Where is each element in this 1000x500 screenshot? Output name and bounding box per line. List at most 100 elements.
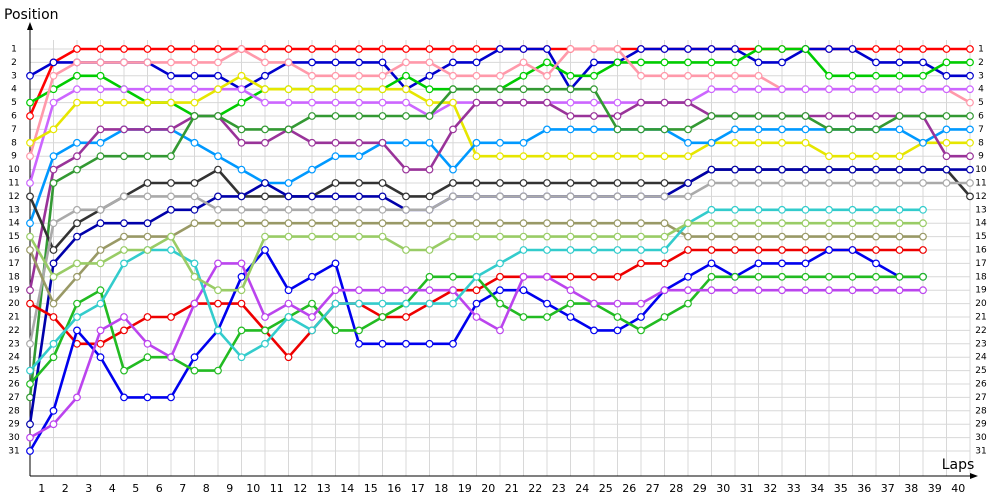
marker xyxy=(590,98,598,107)
marker xyxy=(566,286,575,295)
marker xyxy=(402,112,410,120)
x-tick-label: 40 xyxy=(951,482,965,495)
marker xyxy=(425,339,434,348)
y-tick-label: 7 xyxy=(11,125,17,135)
marker xyxy=(284,45,293,53)
marker xyxy=(308,98,316,107)
marker xyxy=(637,326,645,335)
marker xyxy=(402,313,410,321)
y-tick-label: 21 xyxy=(8,313,19,323)
marker xyxy=(355,45,363,53)
marker xyxy=(519,272,528,281)
marker xyxy=(261,58,269,67)
marker xyxy=(566,179,575,187)
marker xyxy=(684,152,692,161)
marker xyxy=(590,112,598,120)
marker xyxy=(355,179,363,187)
marker xyxy=(778,219,786,228)
marker xyxy=(214,112,222,120)
marker xyxy=(848,152,857,161)
marker xyxy=(331,205,340,214)
marker xyxy=(543,125,551,134)
marker xyxy=(425,58,434,67)
marker xyxy=(26,366,34,375)
marker xyxy=(49,58,58,67)
marker xyxy=(519,71,528,80)
marker xyxy=(942,71,951,80)
marker xyxy=(543,71,551,80)
marker xyxy=(378,299,387,308)
marker xyxy=(613,299,622,308)
marker xyxy=(308,299,316,308)
y-tick-label: 27 xyxy=(8,393,19,403)
marker xyxy=(378,45,387,53)
marker xyxy=(778,45,786,53)
marker xyxy=(848,232,857,241)
marker xyxy=(261,45,269,53)
y-tick-label-right: 13 xyxy=(975,205,986,215)
marker xyxy=(754,272,763,281)
y-tick-label: 20 xyxy=(8,299,20,309)
marker xyxy=(355,232,363,241)
marker xyxy=(308,138,316,147)
marker xyxy=(49,179,58,187)
marker xyxy=(637,179,645,187)
marker xyxy=(26,112,34,120)
marker xyxy=(261,246,269,254)
marker xyxy=(472,272,481,281)
marker xyxy=(496,85,504,94)
y-tick-label-right: 19 xyxy=(975,286,987,296)
marker xyxy=(590,58,598,67)
x-tick-label: 1 xyxy=(38,482,45,495)
marker xyxy=(754,165,763,174)
marker xyxy=(519,246,528,254)
marker xyxy=(73,58,81,67)
marker xyxy=(848,246,857,254)
marker xyxy=(237,165,246,174)
y-tick-label-right: 28 xyxy=(975,406,987,416)
marker xyxy=(308,45,316,53)
marker xyxy=(73,232,81,241)
x-tick-label: 20 xyxy=(481,482,495,495)
x-tick-label: 36 xyxy=(857,482,871,495)
marker xyxy=(496,259,504,268)
marker xyxy=(355,192,363,201)
marker xyxy=(190,205,199,214)
marker xyxy=(637,246,645,254)
marker xyxy=(73,165,81,174)
marker xyxy=(284,125,293,134)
x-tick-label: 6 xyxy=(156,482,163,495)
marker xyxy=(96,353,105,362)
y-tick-label: 28 xyxy=(8,406,20,416)
x-tick-label: 2 xyxy=(62,482,69,495)
marker xyxy=(331,286,340,295)
marker xyxy=(660,58,669,67)
y-tick-label-right: 27 xyxy=(975,393,986,403)
marker xyxy=(26,246,34,254)
marker xyxy=(73,138,81,147)
marker xyxy=(472,219,481,228)
marker xyxy=(801,165,810,174)
marker xyxy=(825,246,833,254)
marker xyxy=(308,58,316,67)
marker xyxy=(872,58,880,67)
marker xyxy=(214,192,222,201)
marker xyxy=(355,339,363,348)
marker xyxy=(825,112,833,120)
marker xyxy=(613,219,622,228)
marker xyxy=(519,313,528,321)
marker xyxy=(167,353,175,362)
marker xyxy=(449,85,457,94)
y-tick-label: 31 xyxy=(8,447,19,457)
marker xyxy=(190,71,199,80)
marker xyxy=(566,219,575,228)
marker xyxy=(637,152,645,161)
marker xyxy=(590,179,598,187)
marker xyxy=(472,232,481,241)
marker xyxy=(825,232,833,241)
marker xyxy=(707,246,716,254)
x-tick-label: 35 xyxy=(834,482,848,495)
marker xyxy=(214,366,222,375)
marker xyxy=(73,272,81,281)
marker xyxy=(613,179,622,187)
